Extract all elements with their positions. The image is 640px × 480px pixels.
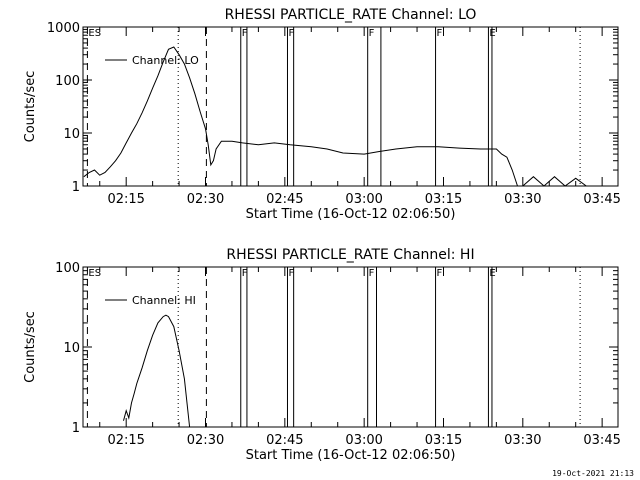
series-line-hi: [123, 314, 191, 428]
marker-label: E: [489, 28, 495, 39]
x-tick-label: 02:45: [266, 433, 303, 448]
series-line-lo: [83, 46, 587, 187]
x-axis-label: Start Time (16-Oct-12 02:06:50): [246, 448, 456, 463]
legend-label: Channel: LO: [132, 54, 199, 67]
chart-panel-hi: RHESSI PARTICLE_RATE Channel: HI 1 10 100 02…: [23, 247, 621, 463]
y-axis-label: Counts/sec: [23, 71, 38, 143]
marker-label: F: [437, 28, 443, 39]
marker-label: ES: [88, 268, 101, 279]
marker-label: F: [242, 268, 248, 279]
marker-label: F: [242, 28, 248, 39]
chart-title: RHESSI PARTICLE_RATE Channel: HI: [226, 247, 474, 263]
x-axis-label: Start Time (16-Oct-12 02:06:50): [246, 207, 456, 222]
legend-label: Channel: HI: [132, 294, 196, 307]
x-tick-label: 03:00: [345, 433, 382, 448]
x-tick-label: 03:15: [425, 192, 462, 207]
x-tick-label: 02:30: [187, 433, 224, 448]
chart-title: RHESSI PARTICLE_RATE Channel: LO: [225, 7, 477, 23]
x-tick-label: 02:15: [107, 433, 144, 448]
y-tick-label: 10: [63, 341, 80, 356]
marker-label: F: [437, 268, 443, 279]
x-tick-label: 02:30: [187, 192, 224, 207]
x-tick-label: 03:15: [425, 433, 462, 448]
plot-frame: [82, 26, 619, 187]
x-tick-label: 03:45: [583, 433, 620, 448]
x-tick-label: 03:00: [345, 192, 382, 207]
y-tick-label: 100: [55, 261, 80, 276]
y-tick-label: 1: [72, 180, 80, 195]
x-tick-label: 02:45: [266, 192, 303, 207]
x-tick-label: 03:30: [504, 433, 541, 448]
x-tick-label: 03:30: [504, 192, 541, 207]
x-tick-label: 02:15: [107, 192, 144, 207]
chart-panel-lo: RHESSI PARTICLE_RATE Channel: LO 1 10 100 10…: [23, 7, 621, 222]
marker-label: F: [288, 28, 294, 39]
y-tick-label: 10: [63, 127, 80, 142]
marker-label: F: [369, 28, 375, 39]
marker-label: ES: [88, 28, 101, 39]
footer-timestamp: 19-Oct-2021 21:13: [552, 469, 634, 478]
x-tick-label: 03:45: [583, 192, 620, 207]
y-axis-label: Counts/sec: [23, 311, 38, 383]
y-tick-label: 1: [72, 421, 80, 436]
plot-frame: [82, 266, 619, 428]
marker-label: E: [489, 268, 495, 279]
marker-label: F: [288, 268, 294, 279]
marker-label: F: [369, 268, 375, 279]
y-tick-label: 100: [55, 74, 80, 89]
y-tick-label: 1000: [47, 21, 80, 36]
